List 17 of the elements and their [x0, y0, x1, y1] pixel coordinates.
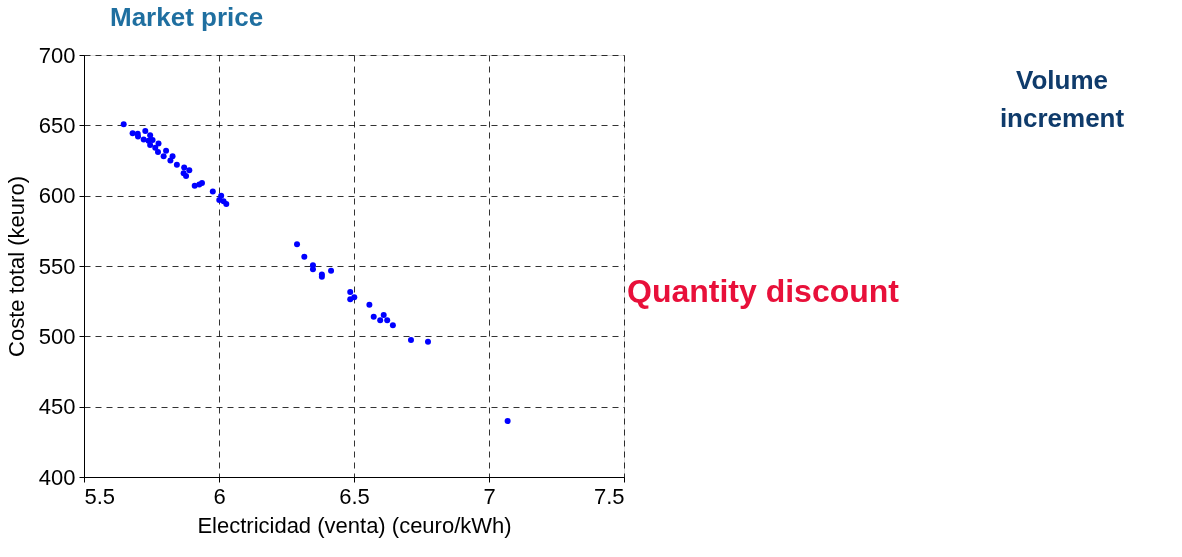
x-axis-title: Electricidad (venta) (ceuro/kWh)	[197, 512, 512, 538]
y-tick-label: 500	[38, 323, 76, 349]
y-tick-label: 600	[38, 183, 76, 209]
y-tick-label: 550	[38, 253, 76, 279]
x-tick-label: 7.5	[593, 483, 625, 509]
y-tick-label: 450	[38, 394, 76, 420]
x-tick-label: 6.5	[339, 483, 370, 509]
y-axis-title: Coste total (keuro)	[3, 176, 29, 357]
text: Quantity discount	[627, 273, 900, 309]
text: Market price	[110, 2, 264, 32]
y-tick-label: 700	[38, 42, 76, 68]
y-tick-label: 400	[38, 464, 76, 490]
x-tick-label: 5.5	[84, 483, 116, 509]
x-tick-label: 7	[483, 483, 496, 509]
x-tick-label: 6	[213, 483, 226, 509]
text: Volume increment	[999, 65, 1125, 133]
y-tick-label: 650	[38, 112, 76, 138]
